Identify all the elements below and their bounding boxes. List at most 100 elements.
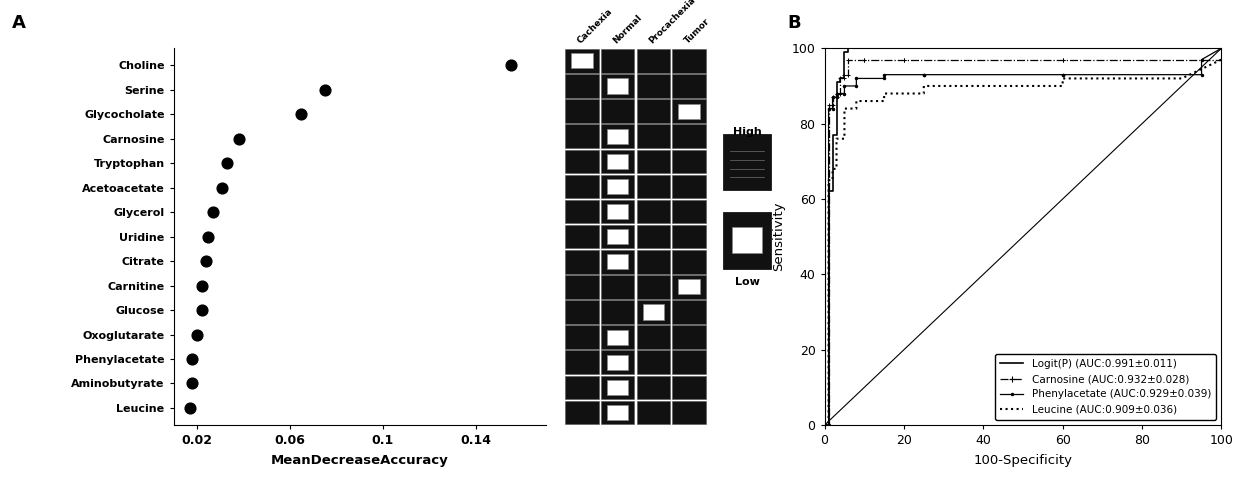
Bar bbox=[672, 225, 706, 248]
Bar bbox=[672, 275, 706, 298]
Point bbox=[228, 135, 248, 142]
Bar bbox=[606, 204, 629, 219]
Bar bbox=[672, 376, 706, 399]
Bar bbox=[678, 103, 699, 119]
Point bbox=[187, 331, 207, 339]
Bar bbox=[565, 250, 599, 273]
Bar bbox=[606, 380, 629, 395]
Bar bbox=[672, 300, 706, 324]
Bar bbox=[606, 254, 629, 270]
Bar bbox=[636, 99, 670, 123]
Bar bbox=[606, 229, 629, 244]
Text: B: B bbox=[787, 14, 801, 32]
Text: Tumor: Tumor bbox=[682, 17, 712, 46]
Bar bbox=[636, 225, 670, 248]
Bar bbox=[565, 326, 599, 349]
Point bbox=[198, 233, 218, 241]
Text: Procachexia: Procachexia bbox=[647, 0, 697, 46]
Bar bbox=[672, 125, 706, 148]
Bar bbox=[636, 200, 670, 223]
Bar bbox=[565, 200, 599, 223]
Bar bbox=[601, 300, 635, 324]
Bar bbox=[565, 175, 599, 198]
Bar bbox=[636, 175, 670, 198]
Point bbox=[501, 61, 521, 69]
Point bbox=[180, 404, 200, 412]
Bar bbox=[672, 351, 706, 374]
Bar bbox=[636, 326, 670, 349]
Bar bbox=[606, 78, 629, 94]
Legend: Logit(P) (AUC:0.991±0.011), Carnosine (AUC:0.932±0.028), Phenylacetate (AUC:0.92: Logit(P) (AUC:0.991±0.011), Carnosine (A… bbox=[996, 354, 1216, 420]
Bar bbox=[672, 326, 706, 349]
Bar bbox=[636, 49, 670, 72]
Bar bbox=[601, 225, 635, 248]
Bar bbox=[636, 351, 670, 374]
Bar bbox=[636, 250, 670, 273]
Bar bbox=[672, 200, 706, 223]
Bar bbox=[565, 275, 599, 298]
Bar bbox=[565, 300, 599, 324]
Bar bbox=[601, 150, 635, 173]
Bar bbox=[565, 150, 599, 173]
Bar bbox=[723, 134, 771, 190]
Bar bbox=[601, 99, 635, 123]
Bar bbox=[606, 355, 629, 370]
Text: Normal: Normal bbox=[611, 14, 644, 46]
Text: Cachexia: Cachexia bbox=[575, 7, 614, 46]
Bar bbox=[636, 74, 670, 98]
Bar bbox=[672, 175, 706, 198]
Bar bbox=[565, 99, 599, 123]
Bar bbox=[636, 125, 670, 148]
Bar bbox=[601, 401, 635, 424]
Bar bbox=[565, 401, 599, 424]
Text: A: A bbox=[12, 14, 26, 32]
Bar bbox=[565, 351, 599, 374]
Bar bbox=[572, 53, 593, 69]
Bar bbox=[672, 49, 706, 72]
Bar bbox=[601, 250, 635, 273]
Bar bbox=[606, 405, 629, 420]
Bar bbox=[606, 329, 629, 345]
X-axis label: MeanDecreaseAccuracy: MeanDecreaseAccuracy bbox=[270, 454, 449, 467]
Bar bbox=[678, 279, 699, 295]
Bar bbox=[672, 150, 706, 173]
Bar bbox=[565, 49, 599, 72]
Point bbox=[192, 306, 212, 314]
Bar bbox=[636, 401, 670, 424]
Bar bbox=[606, 179, 629, 194]
Point bbox=[203, 208, 223, 216]
Point bbox=[196, 257, 216, 265]
Text: Low: Low bbox=[734, 277, 760, 287]
Bar bbox=[636, 150, 670, 173]
Bar bbox=[732, 227, 763, 253]
Text: High: High bbox=[733, 127, 761, 137]
Bar bbox=[672, 401, 706, 424]
Bar bbox=[565, 376, 599, 399]
Bar bbox=[601, 175, 635, 198]
Bar bbox=[601, 376, 635, 399]
Point bbox=[182, 380, 202, 387]
Bar bbox=[565, 125, 599, 148]
Bar bbox=[606, 154, 629, 169]
Bar bbox=[672, 250, 706, 273]
Point bbox=[315, 86, 335, 94]
Bar bbox=[601, 351, 635, 374]
Point bbox=[192, 282, 212, 289]
Bar bbox=[601, 74, 635, 98]
X-axis label: 100-Specificity: 100-Specificity bbox=[973, 454, 1073, 467]
Bar bbox=[601, 326, 635, 349]
Bar bbox=[565, 225, 599, 248]
Bar bbox=[565, 74, 599, 98]
Bar bbox=[601, 49, 635, 72]
Point bbox=[212, 184, 232, 192]
Bar bbox=[636, 275, 670, 298]
Bar bbox=[636, 376, 670, 399]
Bar bbox=[642, 304, 665, 320]
Point bbox=[291, 111, 311, 118]
Bar bbox=[723, 212, 771, 269]
Bar bbox=[606, 128, 629, 144]
Y-axis label: Sensitivity: Sensitivity bbox=[771, 202, 785, 271]
Bar bbox=[601, 275, 635, 298]
Bar bbox=[672, 99, 706, 123]
Bar bbox=[601, 200, 635, 223]
